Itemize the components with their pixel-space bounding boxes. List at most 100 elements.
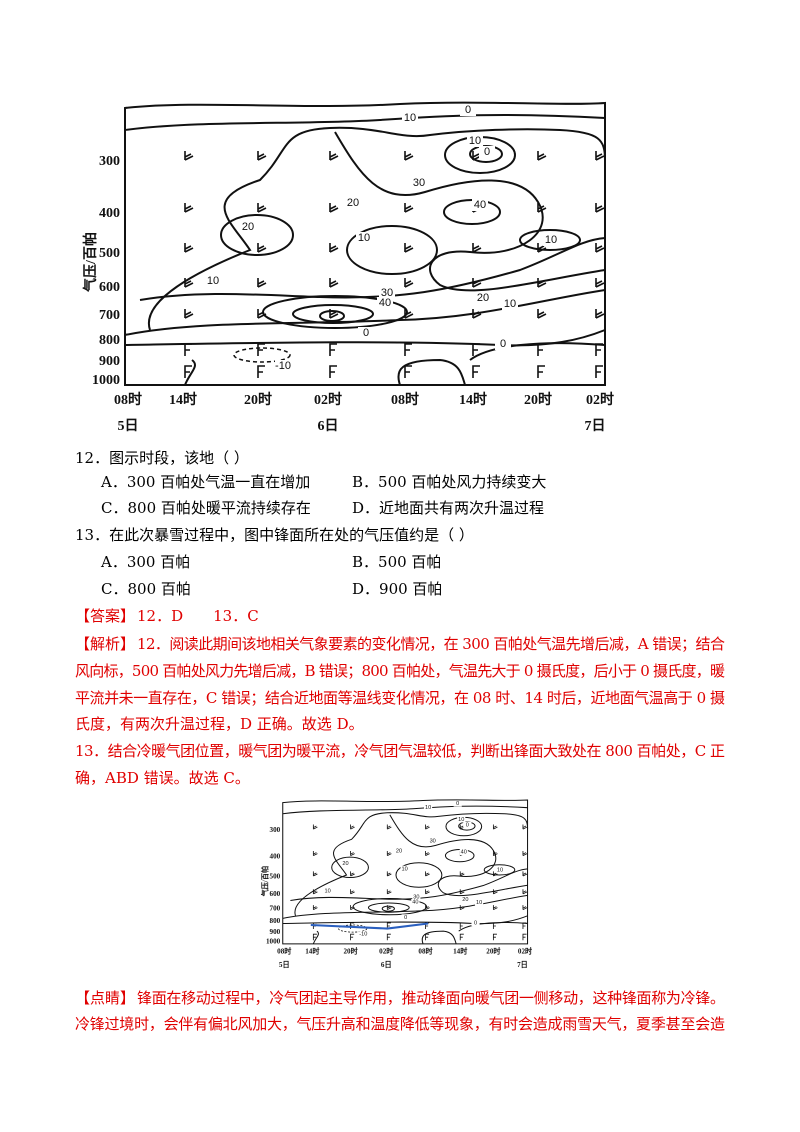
- label-bg: [457, 816, 466, 823]
- text-line: 确，ABD 错误。故选 C。: [75, 769, 250, 787]
- label-bg: [394, 847, 404, 855]
- text-body: 12．图示时段，该地（ ） A．300 百帕处气温一直在增加 B．500 百帕处风力…: [75, 449, 725, 1033]
- label-bg: [356, 232, 372, 244]
- y-axis-title: 气压/百帕: [261, 866, 270, 897]
- label-bg: [240, 221, 256, 233]
- label-bg: [543, 234, 559, 246]
- x-label: 08时: [114, 391, 142, 408]
- x-label: 14时: [169, 391, 197, 408]
- text-line: C．800 百帕处暖平流持续存在: [101, 499, 311, 517]
- label-bg: [460, 104, 476, 116]
- text-line: 13．在此次暴雪过程中，图中锋面所在处的气压值约是（ ）: [75, 526, 474, 544]
- contour-label: 0: [404, 915, 407, 921]
- label-bg: [379, 287, 395, 299]
- contour-label: 10: [402, 866, 408, 872]
- text-line: 12．图示时段，该地（ ）: [75, 449, 249, 467]
- contour-label: -10: [359, 932, 367, 938]
- label-bg: [453, 800, 462, 807]
- label-bg: [205, 275, 221, 287]
- x-label: 20时: [244, 391, 272, 408]
- label-bg: [459, 848, 468, 856]
- contour-label: 20: [342, 861, 348, 867]
- x-label: 02时: [379, 947, 393, 956]
- y-label: 400: [99, 206, 120, 221]
- contour-label: 40: [379, 297, 391, 309]
- day-label: 6日: [318, 418, 339, 434]
- x-label: 08时: [277, 947, 291, 956]
- y-axis-title: 气压/百帕: [82, 232, 99, 293]
- contour-label: 0: [363, 327, 369, 339]
- contour-label: 10: [476, 900, 482, 906]
- y-label: 900: [99, 354, 120, 369]
- text-line: 平流并未一直存在，C 错误；结合近地面等温线变化情况，在 08 时、14 时后，…: [75, 689, 725, 707]
- label-bg: [412, 893, 421, 900]
- y-label: 500: [270, 873, 281, 881]
- label-bg: [345, 197, 361, 209]
- contour-label: 20: [242, 221, 254, 233]
- label-bg: [475, 292, 491, 304]
- text-line: 锋面在移动过程中，冷气团起主导作用，推动锋面向暖气团一侧移动，这种锋面称为冷锋。: [137, 989, 725, 1007]
- contour-label: 20: [462, 897, 468, 903]
- contour-label: 10: [545, 234, 557, 246]
- y-label: 500: [99, 246, 120, 261]
- label-bg: [401, 914, 410, 921]
- day-label: 5日: [279, 961, 290, 969]
- y-label: 700: [270, 904, 281, 912]
- contour-label: 10: [325, 888, 331, 894]
- contour-label: -10: [275, 360, 291, 372]
- text-line: 【解析】: [75, 635, 135, 653]
- contour-label: 10: [497, 867, 503, 873]
- label-bg: [323, 887, 332, 894]
- y-label: 1000: [92, 373, 120, 388]
- label-bg: [358, 327, 374, 339]
- contour-label: 30: [381, 287, 393, 299]
- day-label: 6日: [381, 961, 392, 969]
- y-label: 1000: [266, 937, 281, 945]
- contour-label: 10: [404, 112, 416, 124]
- x-label: 14时: [305, 947, 319, 956]
- contour-label: 0: [500, 338, 506, 350]
- text-line: A．300 百帕: [100, 553, 190, 571]
- label-bg: [400, 865, 409, 872]
- label-bg: [424, 804, 433, 811]
- x-label: 02时: [586, 391, 614, 408]
- label-bg: [502, 298, 518, 310]
- x-label: 20时: [343, 947, 357, 956]
- y-label: 600: [270, 890, 281, 898]
- contour-label: 0: [466, 823, 469, 829]
- text-line: 氏度，有两次升温过程，D 正确。故选 D。: [75, 715, 364, 733]
- text-line: C．800 百帕: [101, 580, 191, 598]
- label-bg: [411, 898, 420, 906]
- label-bg: [428, 837, 437, 844]
- contour-label: 30: [413, 894, 419, 900]
- contour-label: 10: [504, 298, 516, 310]
- y-label: 600: [99, 280, 120, 295]
- label-bg: [402, 112, 418, 124]
- label-bg: [377, 297, 393, 309]
- contour-label: 40: [412, 900, 418, 906]
- y-label: 800: [270, 917, 281, 925]
- contour-label: 20: [347, 197, 359, 209]
- contour-label: 10: [469, 135, 481, 147]
- text-line: B．500 百帕: [352, 553, 441, 571]
- text-line: 【答案】: [75, 607, 135, 625]
- text-line: D．900 百帕: [352, 580, 442, 598]
- text-line: 【点睛】: [75, 989, 135, 1007]
- label-bg: [467, 135, 483, 147]
- text-line: 13．结合冷暖气团位置，暖气团为暖平流，冷气团气温较低，判断出锋面大致处在 80…: [75, 742, 725, 760]
- y-label: 300: [270, 826, 281, 834]
- front-marker: [310, 922, 429, 930]
- label-bg: [475, 899, 484, 906]
- x-label: 14时: [453, 947, 467, 956]
- label-bg: [495, 338, 511, 350]
- label-bg: [461, 896, 470, 903]
- x-label: 14时: [459, 391, 487, 408]
- contour-label: 0: [474, 920, 477, 926]
- label-bg: [341, 860, 350, 867]
- x-label: 20时: [524, 391, 552, 408]
- y-label: 400: [270, 852, 281, 860]
- contour-label: 20: [477, 292, 489, 304]
- label-bg: [411, 177, 427, 189]
